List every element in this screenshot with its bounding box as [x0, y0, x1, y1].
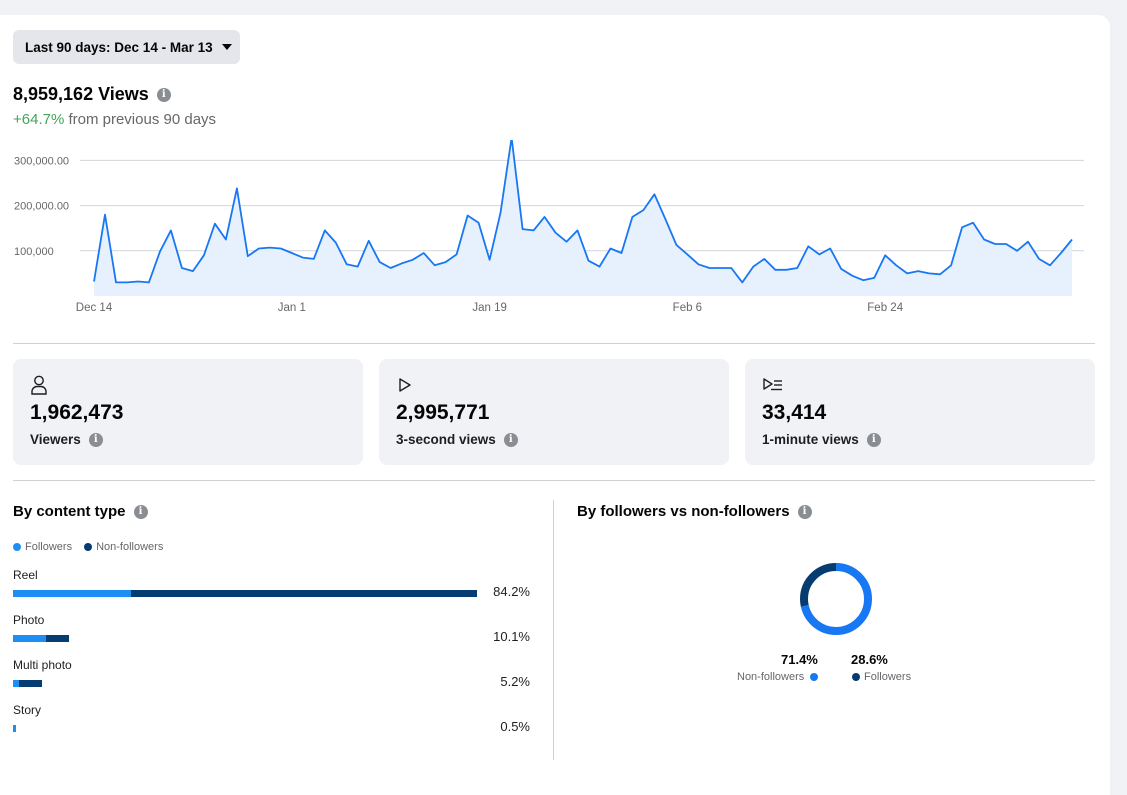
content-type-bar [13, 590, 477, 597]
legend-non-followers: Non-followers [96, 541, 164, 553]
y-tick-label: 200,000.00 [14, 201, 69, 213]
x-tick-label: Feb 6 [673, 302, 702, 314]
content-type-percent: 5.2% [500, 674, 530, 689]
date-range-dropdown[interactable]: Last 90 days: Dec 14 - Mar 13 [13, 30, 240, 64]
play-icon [396, 375, 414, 400]
followers-segment [13, 635, 47, 642]
legend-followers: Followers [25, 541, 73, 553]
followers-label: Followers [852, 671, 911, 683]
followers-slice [800, 563, 872, 635]
non-followers-label-text: Non-followers [737, 671, 805, 683]
x-tick-label: Jan 1 [278, 302, 306, 314]
stat-label-text: 3-second views [396, 432, 496, 447]
divider [13, 480, 1095, 481]
total-views: 8,959,162 Views [13, 84, 149, 104]
info-icon[interactable]: i [88, 432, 103, 447]
non-followers-segment [46, 635, 69, 642]
content-type-title: By content type i [13, 503, 148, 520]
stat-label: Viewers i [30, 432, 103, 447]
views-change: +64.7% from previous 90 days [13, 111, 216, 128]
non-followers-label: Non-followers [737, 671, 819, 683]
content-type-name: Multi photo [13, 658, 72, 672]
followers-percent: 28.6% [851, 652, 888, 667]
followers-split-title: By followers vs non-followers i [577, 503, 812, 520]
y-tick-label: 100,000 [14, 246, 54, 258]
non-followers-legend-dot [84, 543, 93, 551]
views-line [93, 140, 1073, 284]
stat-card-3-second-views: 2,995,771 3-second views i [379, 359, 729, 465]
stat-value: 2,995,771 [396, 401, 490, 424]
stat-label: 1-minute views i [762, 432, 881, 447]
content-type-percent: 0.5% [500, 719, 530, 734]
x-tick-label: Jan 19 [472, 302, 507, 314]
non-followers-segment [131, 590, 477, 597]
stat-card-1-minute-views: 33,414 1-minute views i [745, 359, 1095, 465]
content-type-row: Story 0.5% [13, 703, 543, 748]
stat-label-text: 1-minute views [762, 432, 859, 447]
non-followers-segment [19, 680, 42, 687]
stat-card-viewers: 1,962,473 Viewers i [13, 359, 363, 465]
content-type-bar [13, 680, 42, 687]
section-divider [553, 500, 554, 760]
views-title: 8,959,162 Views i [13, 84, 171, 105]
caret-down-icon [221, 44, 232, 50]
followers-segment [13, 590, 132, 597]
date-range-label: Last 90 days: Dec 14 - Mar 13 [25, 39, 213, 55]
info-icon[interactable]: i [133, 504, 148, 519]
followers-donut [800, 563, 872, 635]
followers-dot [852, 673, 860, 681]
play-list-icon [762, 375, 784, 400]
non-followers-percent: 71.4% [781, 652, 818, 667]
followers-label-text: Followers [864, 671, 912, 683]
x-tick-label: Feb 24 [867, 302, 903, 314]
divider [13, 343, 1095, 344]
stat-label-text: Viewers [30, 432, 81, 447]
content-type-name: Photo [13, 613, 45, 627]
stat-value: 33,414 [762, 401, 827, 424]
content-type-row: Reel 84.2% [13, 568, 543, 613]
followers-segment [13, 725, 16, 732]
content-type-bar [13, 635, 69, 642]
change-suffix: from previous 90 days [64, 111, 217, 128]
stat-label: 3-second views i [396, 432, 518, 447]
info-icon[interactable]: i [503, 432, 518, 447]
change-percent: +64.7% [13, 111, 65, 128]
followers-segment [13, 680, 20, 687]
content-type-row: Photo 10.1% [13, 613, 543, 658]
x-tick-label: Dec 14 [76, 302, 113, 314]
views-chart: 300,000.00 200,000.00 100,000 Dec 14 Jan 1 Ja… [14, 140, 1084, 314]
followers-split-title-text: By followers vs non-followers [577, 503, 790, 520]
y-tick-label: 300,000.00 [14, 155, 69, 167]
info-icon[interactable]: i [866, 432, 881, 447]
views-area [94, 140, 1072, 296]
content-type-name: Story [13, 703, 42, 717]
content-type-row: Multi photo 5.2% [13, 658, 543, 703]
info-icon[interactable]: i [797, 504, 812, 519]
content-type-percent: 10.1% [493, 629, 530, 644]
non-followers-dot [810, 673, 819, 681]
content-type-legend: Followers Non-followers [13, 541, 163, 553]
content-type-percent: 84.2% [493, 584, 530, 599]
info-icon[interactable]: i [156, 87, 171, 102]
stat-value: 1,962,473 [30, 401, 124, 424]
followers-legend-dot [13, 543, 21, 551]
content-type-name: Reel [13, 568, 38, 582]
content-type-bar [13, 725, 16, 732]
person-icon [30, 375, 48, 400]
content-type-title-text: By content type [13, 503, 126, 520]
